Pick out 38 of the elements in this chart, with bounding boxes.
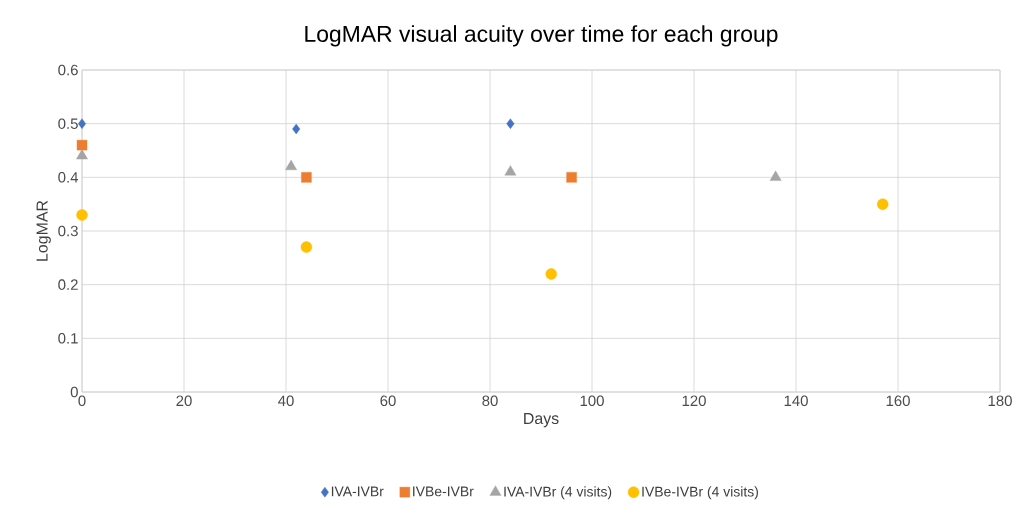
legend-label: IVBe-IVBr (4 visits) [642,486,758,500]
y-tick-label: 0.2 [58,279,78,290]
point [76,149,88,160]
legend-label: IVA-IVBr (4 visits) [504,486,612,500]
point [566,172,577,183]
x-tick-label: 180 [988,395,1012,407]
y-tick-label: 0.5 [58,118,78,129]
legend-label: IVBe-IVBr [413,486,474,497]
x-axis-title: Days [524,412,559,428]
x-tick-label: 120 [682,395,706,407]
y-tick-label: 0 [70,386,78,398]
point [769,170,782,181]
x-tick-label: 20 [176,395,192,407]
point [504,165,517,176]
point [285,159,297,171]
x-tick-label: 0 [78,395,86,407]
point [292,123,301,135]
y-axis-title: LogMAR [36,200,51,261]
point [545,268,557,280]
point [300,241,313,253]
y-tick-label: 0.4 [58,172,79,183]
point [506,118,515,129]
point [76,139,88,151]
y-tick-label: 0.6 [58,64,78,76]
x-tick-label: 60 [380,395,396,407]
x-tick-label: 40 [278,395,294,407]
chart-title: LogMAR visual acuity over time for each group [305,25,778,47]
y-tick-label: 0.1 [58,333,78,344]
x-tick-label: 140 [784,395,808,407]
point [877,198,889,210]
point [301,172,312,183]
x-tick-label: 160 [886,395,910,407]
point [78,118,86,129]
legend-label: IVA-IVBr [331,486,384,497]
x-tick-label: 100 [580,395,604,407]
point [76,209,88,221]
y-tick-label: 0.3 [58,225,78,237]
x-tick-label: 80 [482,395,498,407]
